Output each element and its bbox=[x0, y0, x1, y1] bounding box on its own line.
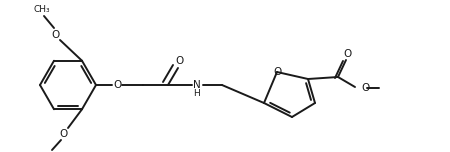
Text: O: O bbox=[52, 30, 60, 40]
Text: O: O bbox=[343, 49, 351, 59]
Text: O: O bbox=[60, 129, 68, 139]
Text: O: O bbox=[273, 67, 281, 77]
Text: N: N bbox=[193, 80, 201, 90]
Text: H: H bbox=[194, 88, 200, 97]
Text: O: O bbox=[175, 56, 183, 66]
Text: CH₃: CH₃ bbox=[34, 5, 50, 14]
Text: O: O bbox=[113, 80, 121, 90]
Text: O: O bbox=[361, 83, 369, 93]
